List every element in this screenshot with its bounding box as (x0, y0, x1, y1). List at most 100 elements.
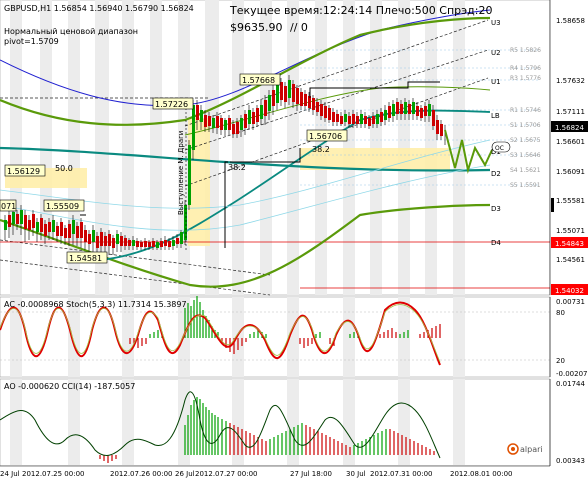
segment-markers (80, 81, 440, 248)
fib-label-50: 50.0 (55, 164, 73, 173)
svg-text:1.58658: 1.58658 (556, 17, 585, 25)
broker-logo: alpari (507, 443, 543, 455)
svg-text:1.56601: 1.56601 (556, 138, 585, 146)
svg-text:1.57632: 1.57632 (556, 77, 585, 85)
price-tag-1-55509: 1.55509 (43, 199, 85, 212)
svg-text:1.55071: 1.55071 (556, 227, 585, 235)
svg-text:2012.07.31 00:00: 2012.07.31 00:00 (370, 470, 432, 478)
svg-text:1.56706: 1.56706 (309, 132, 342, 141)
svg-text:26 Jul: 26 Jul (175, 470, 195, 478)
main-price-panel[interactable]: Выступление М. Драги 1.57668 1.57226 1.5… (0, 0, 551, 296)
svg-text:S1 1.5706: S1 1.5706 (510, 122, 541, 129)
svg-text:2012.07.26 00:00: 2012.07.26 00:00 (110, 470, 172, 478)
svg-text:D2: D2 (491, 170, 501, 178)
svg-text:1.54581: 1.54581 (69, 254, 102, 263)
status-marks: // 0 (290, 21, 308, 34)
svg-text:R3 1.5776: R3 1.5776 (510, 75, 541, 82)
price-tag-1-57226: 1.57226 (152, 97, 194, 110)
svg-text:27 Jul 18:00: 27 Jul 18:00 (290, 470, 332, 478)
svg-text:24 Jul: 24 Jul (0, 470, 20, 478)
teal-moving-average (0, 146, 491, 172)
svg-text:U3: U3 (491, 19, 501, 27)
cci-line (0, 391, 441, 459)
bottom-price-tag: 1.54032 (551, 284, 588, 295)
price-tag-left-edge: 071 (0, 199, 17, 212)
green-envelope-upper (0, 16, 491, 126)
svg-text:R5 1.5826: R5 1.5826 (510, 47, 541, 54)
ac-stoch-panel[interactable]: AC -0.0008968 Stoch(5,3,3) 11.7314 15.38… (0, 296, 551, 378)
time-leverage-spread: Текущее время:12:24:14 Плечо:500 Спрэд:2… (229, 4, 493, 17)
svg-text:1.54561: 1.54561 (556, 256, 585, 264)
cyan-band-2 (0, 164, 491, 231)
svg-text:alpari: alpari (520, 445, 543, 454)
ac-session-stripes (10, 297, 465, 377)
stoch-main-line (0, 304, 441, 363)
svg-text:2012.08.01 00:00: 2012.08.01 00:00 (450, 470, 512, 478)
price-axis: 1.58658 1.57632 1.57111 1.56601 1.56091 … (549, 0, 588, 295)
svg-text:1.56091: 1.56091 (556, 168, 585, 176)
svg-text:1.57111: 1.57111 (556, 108, 585, 116)
svg-text:D3: D3 (491, 205, 501, 213)
svg-text:30 Jul: 30 Jul (346, 470, 366, 478)
chart-symbol-ohlc: GBPUSD,H1 1.56854 1.56940 1.56790 1.5682… (4, 4, 194, 13)
ao-session-stripes (10, 379, 465, 466)
session-stripes (10, 0, 465, 295)
event-label: Выступление М. Драги (177, 131, 185, 215)
svg-text:0.01744: 0.01744 (556, 380, 585, 388)
svg-text:U2: U2 (491, 49, 501, 57)
fib-label-38-2-b: 38.2 (312, 145, 330, 154)
forecast-zigzag (444, 129, 493, 174)
svg-text:1.56824: 1.56824 (555, 124, 584, 132)
current-price-tag: 1.56824 (551, 121, 588, 132)
svg-text:S3 1.5646: S3 1.5646 (510, 152, 541, 159)
svg-text:R4 1.5796: R4 1.5796 (510, 65, 541, 72)
svg-text:0.00343: 0.00343 (556, 457, 585, 465)
svg-text:OC: OC (495, 145, 504, 152)
svg-text:20: 20 (556, 357, 565, 365)
scroll-marker[interactable] (551, 198, 554, 212)
svg-text:U1: U1 (491, 78, 501, 86)
svg-text:D4: D4 (491, 239, 501, 247)
svg-text:1.55509: 1.55509 (46, 202, 79, 211)
account-balance: $9635.90 (230, 21, 283, 34)
svg-text:R1 1.5746: R1 1.5746 (510, 107, 541, 114)
ao-cci-panel[interactable]: AO -0.000620 CCI(14) -187.5057 alpari (0, 378, 551, 467)
ac-stoch-header: AC -0.0008968 Stoch(5,3,3) 11.7314 15.38… (4, 300, 187, 309)
svg-text:S5 1.5591: S5 1.5591 (510, 182, 541, 189)
green-envelope-mid (184, 86, 491, 136)
svg-text:LB: LB (491, 112, 500, 120)
svg-text:2012.07.25 00:00: 2012.07.25 00:00 (22, 470, 84, 478)
svg-text:071: 071 (1, 202, 16, 211)
candles (4, 75, 446, 256)
ao-axis: 0.01744 0.00343 (549, 379, 585, 466)
pivot-label: pivot=1.5709 (4, 37, 59, 46)
oc-marker[interactable]: OC (491, 141, 511, 153)
svg-text:1.55581: 1.55581 (556, 197, 585, 205)
svg-text:S2 1.5675: S2 1.5675 (510, 137, 541, 144)
svg-text:S4 1.5621: S4 1.5621 (510, 167, 541, 174)
price-tag-1-54581: 1.54581 (66, 251, 108, 264)
svg-text:1.54843: 1.54843 (555, 240, 584, 248)
svg-text:80: 80 (556, 309, 565, 317)
price-tag-1-57668: 1.57668 (239, 73, 281, 86)
green-envelope-lower (0, 203, 491, 288)
red-price-tag: 1.54843 (551, 237, 588, 248)
svg-text:1.56129: 1.56129 (7, 167, 40, 176)
fib-label-38-2-a: 38.2 (228, 163, 246, 172)
svg-text:0.00731: 0.00731 (556, 298, 585, 306)
range-label: Нормальный ценовой диапазон (4, 27, 138, 36)
ac-axis: 0.00731 80 20 -0.00207 (549, 297, 587, 378)
stoch-signal-line (0, 301, 441, 366)
ao-histogram (99, 397, 435, 463)
svg-text:1.54032: 1.54032 (555, 287, 584, 295)
time-axis: 24 Jul 2012.07.25 00:00 2012.07.26 00:00… (0, 465, 588, 480)
svg-text:2012.07.27 00:00: 2012.07.27 00:00 (195, 470, 257, 478)
level-labels: U3 U2 U1 LB D1 D2 D3 D4 R5 1.5826 R4 1.5… (491, 19, 541, 247)
svg-text:-0.00207: -0.00207 (556, 370, 587, 378)
svg-text:1.57226: 1.57226 (155, 100, 188, 109)
price-tag-1-56706: 1.56706 (306, 129, 348, 142)
ao-cci-header: AO -0.000620 CCI(14) -187.5057 (4, 382, 135, 391)
price-tag-1-56129: 1.56129 (4, 164, 46, 177)
svg-text:1.57668: 1.57668 (242, 76, 275, 85)
